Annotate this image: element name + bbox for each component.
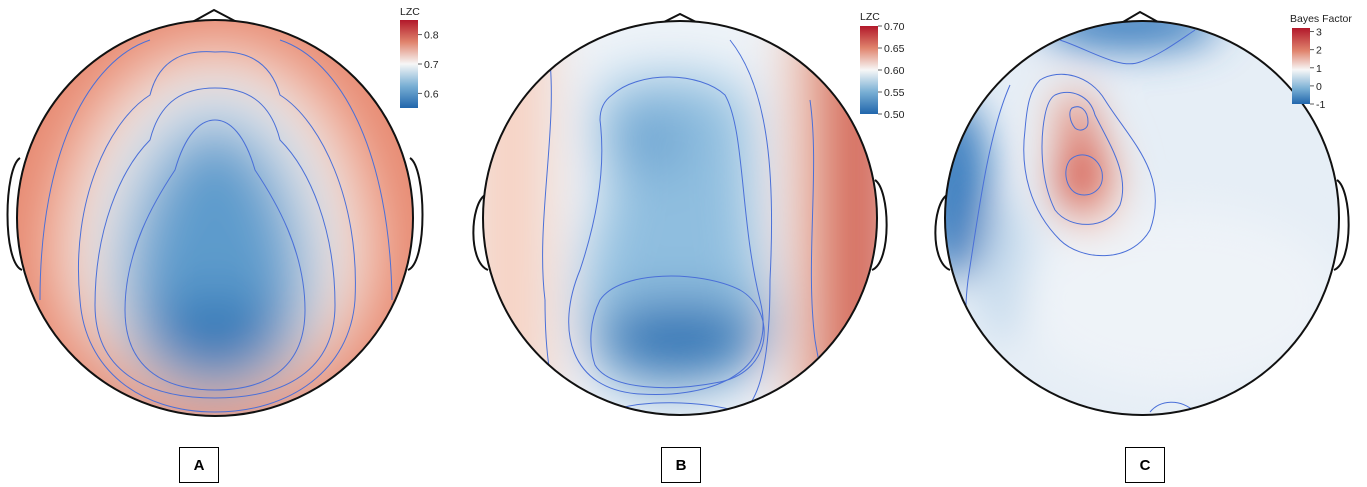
left-ear-c	[934, 194, 951, 271]
panel-label-a: A	[179, 447, 219, 483]
colorbar-tick-label-c: -1	[1316, 99, 1325, 111]
head-outline-b	[482, 20, 878, 416]
colorbar-b: LZC 0.70 0.65 0.60 0.55 0.50	[860, 11, 905, 121]
contours-c	[965, 29, 1196, 413]
colorbar-tick-label-c: 1	[1316, 63, 1322, 75]
contours-a	[39, 39, 393, 413]
head-outline-a	[16, 19, 414, 417]
head-outline-c	[944, 20, 1340, 416]
colorbar-tick-label-b: 0.60	[884, 65, 905, 77]
colorbar-a: LZC 0.8 0.7 0.6	[400, 6, 439, 108]
colorbar-tick-label-b: 0.65	[884, 43, 905, 55]
topomap-c	[934, 10, 1350, 416]
topomap-c-field	[945, 21, 1339, 415]
left-ear-a	[6, 157, 23, 271]
colorbar-title-a: LZC	[400, 6, 420, 18]
colorbar-tick-label-c: 0	[1316, 81, 1322, 93]
colorbar-title-b: LZC	[860, 11, 880, 23]
left-ear-b	[472, 194, 489, 271]
topomap-a	[6, 8, 424, 417]
colorbar-tick-label-a: 0.7	[424, 59, 439, 71]
colorbar-title-c: Bayes Factor	[1290, 13, 1352, 25]
colorbar-tick-label-a: 0.8	[424, 30, 439, 42]
colorbar-tick-label-b: 0.55	[884, 87, 905, 99]
colorbar-tick-label-b: 0.50	[884, 109, 905, 121]
colorbar-tick-label-b: 0.70	[884, 21, 905, 33]
panel-label-b: B	[661, 447, 701, 483]
right-ear-c	[1333, 179, 1350, 271]
colorbar-tick-label-c: 2	[1316, 45, 1322, 57]
right-ear-b	[871, 179, 888, 271]
panel-label-c: C	[1125, 447, 1165, 483]
topomap-b	[472, 12, 888, 416]
right-ear-a	[407, 157, 424, 271]
colorbar-c: Bayes Factor 3 2 1 0 -1	[1290, 13, 1352, 111]
topomap-a-field	[17, 20, 413, 416]
topomap-b-field	[483, 21, 877, 415]
colorbar-tick-label-a: 0.6	[424, 88, 439, 100]
colorbar-tick-label-c: 3	[1316, 27, 1322, 39]
